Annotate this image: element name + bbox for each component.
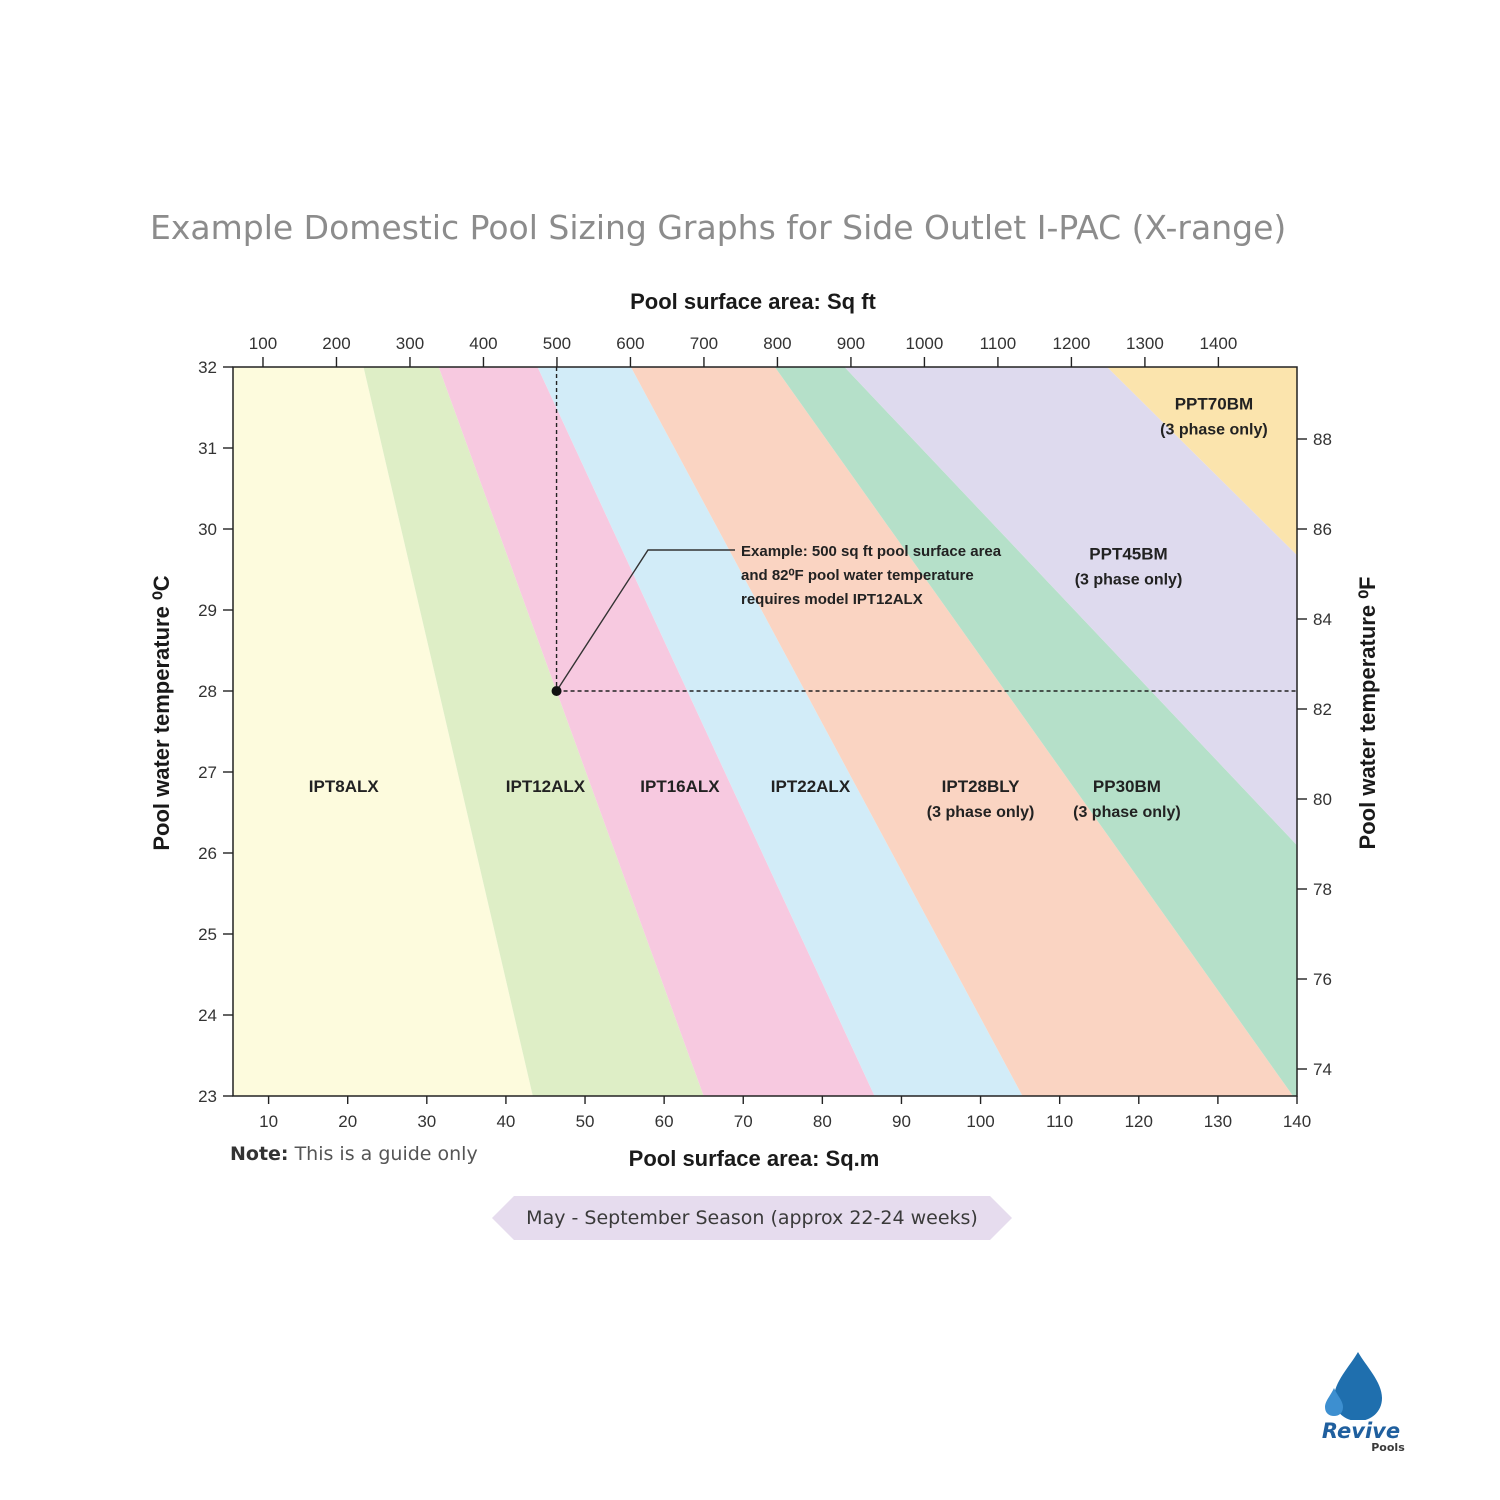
x-bottom-tick-label: 120 (1125, 1112, 1153, 1131)
example-point (551, 686, 562, 696)
y-right-tick-label: 88 (1313, 430, 1332, 449)
band-ipt28bly (630, 367, 1294, 1096)
x-bottom-tick-label: 60 (655, 1112, 674, 1131)
x-top-tick-label: 900 (837, 334, 865, 353)
example-text-line: requires model IPT12ALX (741, 591, 923, 608)
x-bottom-tick-label: 20 (338, 1112, 357, 1131)
y-left-tick-label: 24 (198, 1006, 217, 1025)
x-bottom-tick-label: 70 (734, 1112, 753, 1131)
y-right-tick-label: 80 (1313, 790, 1332, 809)
x-bottom-tick-label: 110 (1046, 1112, 1073, 1131)
band-label-ipt22alx: IPT22ALX (771, 777, 851, 796)
x-bottom-tick-label: 90 (892, 1112, 911, 1131)
y-left-tick-label: 29 (198, 601, 217, 620)
x-bottom-tick-label: 100 (966, 1112, 994, 1131)
y-left-tick-label: 32 (198, 358, 217, 377)
band-labels: IPT8ALX IPT12ALX IPT16ALX IPT22ALX IPT28BLY (… (309, 394, 1268, 820)
y-left-tick-label: 23 (198, 1087, 217, 1106)
x-top-tick-label: 600 (616, 334, 644, 353)
x-top-tick-label: 100 (249, 334, 277, 353)
x-bottom-tick-label: 30 (417, 1112, 436, 1131)
page-title: Example Domestic Pool Sizing Graphs for … (150, 208, 1287, 247)
band-ipt22alx (537, 367, 1023, 1096)
x-top-tick-label: 1300 (1126, 334, 1164, 353)
band-pp30bm (774, 367, 1297, 1096)
example-text-line: and 82⁰F pool water temperature (741, 567, 974, 584)
x-bottom-tick-label: 140 (1283, 1112, 1311, 1131)
y-left-tick-label: 26 (198, 844, 217, 863)
x-top-tick-label: 800 (763, 334, 791, 353)
x-bottom-tick-label: 50 (576, 1112, 595, 1131)
y-left-axis-title: Pool water temperature ⁰C (149, 575, 174, 850)
x-bottom-tick-label: 10 (259, 1112, 278, 1131)
x-top-tick-label: 500 (543, 334, 571, 353)
y-right-tick-label: 78 (1313, 880, 1332, 899)
x-top-tick-label: 1400 (1199, 334, 1237, 353)
band-ipt8alx (233, 367, 533, 1096)
x-bottom-tick-label: 40 (496, 1112, 515, 1131)
note-text: This is a guide only (288, 1143, 478, 1165)
x-top-tick-label: 1200 (1052, 334, 1090, 353)
band-ipt16alx (438, 367, 875, 1096)
x-top-tick-label: 300 (396, 334, 424, 353)
x-top-tick-label: 200 (322, 334, 350, 353)
band-label-ppt45bm: PPT45BM (1089, 544, 1167, 563)
x-top-tick-label: 1100 (980, 334, 1017, 353)
bands-layer (233, 367, 1297, 1096)
small-droplet-icon (1325, 1388, 1343, 1416)
y-right-tick-label: 84 (1313, 610, 1332, 629)
example-guides (555, 367, 1297, 692)
x-bottom-tick-label: 80 (813, 1112, 832, 1131)
band-label-ipt28bly: IPT28BLY (942, 777, 1020, 796)
x-top-axis-title: Pool surface area: Sq ft (630, 289, 876, 314)
band-label-ipt16alx: IPT16ALX (640, 777, 720, 796)
y-right-tick-label: 76 (1313, 970, 1332, 989)
x-top-tick-label: 700 (690, 334, 718, 353)
band-sublabel: (3 phase only) (1160, 421, 1268, 438)
band-ppt45bm (844, 367, 1297, 846)
example-text-line: Example: 500 sq ft pool surface area (741, 543, 1002, 560)
band-sublabel: (3 phase only) (927, 804, 1035, 821)
y-right-tick-label: 82 (1313, 700, 1332, 719)
logo-wordmark: Revive (1322, 1419, 1400, 1443)
note-label: Note: (230, 1143, 289, 1165)
guide-note: Note: This is a guide only (230, 1143, 478, 1165)
y-left-tick-label: 27 (198, 763, 217, 782)
y-left-tick-label: 28 (198, 682, 217, 701)
logo-band (1300, 1420, 1422, 1440)
y-left-tick-label: 31 (198, 439, 217, 458)
band-label-ipt8alx: IPT8ALX (309, 777, 380, 796)
x-top-tick-label: 400 (469, 334, 497, 353)
y-left-tick-label: 30 (198, 520, 217, 539)
season-text: May - September Season (approx 22-24 wee… (526, 1207, 978, 1229)
y-left-tick-label: 25 (198, 925, 217, 944)
x-bottom-tick-label: 130 (1204, 1112, 1232, 1131)
band-label-ipt12alx: IPT12ALX (506, 777, 586, 796)
y-right-axis-title: Pool water temperature ⁰F (1355, 577, 1380, 850)
season-banner: May - September Season (approx 22-24 wee… (492, 1196, 1012, 1240)
band-label-pp30bm: PP30BM (1093, 777, 1161, 796)
plot-frame (232, 366, 1298, 1097)
logo-subtext: Pools (1371, 1441, 1405, 1454)
band-sublabel: (3 phase only) (1075, 571, 1183, 588)
band-label-ppt70bm: PPT70BM (1175, 394, 1253, 413)
band-ipt12alx (363, 367, 704, 1096)
band-ppt70bm (1107, 367, 1297, 556)
band-sublabel: (3 phase only) (1073, 804, 1181, 821)
example-leader-line (555, 549, 735, 692)
x-bottom-axis-title: Pool surface area: Sq.m (629, 1146, 880, 1171)
revive-pools-logo: Revive Pools (1300, 1352, 1422, 1454)
x-top-tick-label: 1000 (906, 334, 944, 353)
large-droplet-icon (1334, 1352, 1382, 1421)
example-annotation: Example: 500 sq ft pool surface area and … (551, 543, 1002, 696)
y-right-tick-label: 86 (1313, 520, 1332, 539)
ticks-layer: 10 20 30 40 50 60 70 80 90 100 110 120 130 140 100 200 3… (198, 334, 1332, 1131)
y-right-tick-label: 74 (1313, 1060, 1332, 1079)
